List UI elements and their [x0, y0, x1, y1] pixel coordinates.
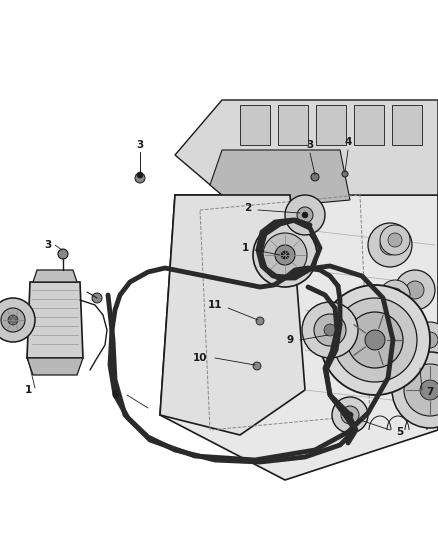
Polygon shape — [27, 282, 83, 358]
Circle shape — [135, 173, 145, 183]
Circle shape — [380, 235, 400, 255]
Text: 11: 11 — [208, 300, 222, 310]
Polygon shape — [354, 105, 384, 145]
Text: 6: 6 — [111, 390, 119, 400]
Circle shape — [422, 332, 438, 348]
Circle shape — [368, 223, 412, 267]
Polygon shape — [316, 105, 346, 145]
Circle shape — [253, 362, 261, 370]
Circle shape — [380, 335, 410, 365]
Circle shape — [297, 207, 313, 223]
Circle shape — [59, 250, 67, 258]
Circle shape — [395, 270, 435, 310]
Circle shape — [256, 317, 264, 325]
Text: 2: 2 — [244, 203, 251, 213]
Polygon shape — [278, 105, 308, 145]
Text: 3: 3 — [44, 240, 52, 250]
Polygon shape — [27, 358, 83, 375]
Circle shape — [342, 171, 348, 177]
Text: 3: 3 — [136, 140, 144, 150]
Polygon shape — [392, 105, 422, 145]
Circle shape — [333, 298, 417, 382]
Text: 1: 1 — [241, 243, 249, 253]
Circle shape — [412, 322, 438, 358]
Circle shape — [347, 412, 353, 418]
Circle shape — [380, 280, 410, 310]
Circle shape — [380, 225, 410, 255]
Circle shape — [92, 293, 102, 303]
Circle shape — [392, 352, 438, 428]
Polygon shape — [240, 105, 270, 145]
Text: 9: 9 — [286, 335, 293, 345]
Circle shape — [388, 343, 402, 357]
Text: 10: 10 — [193, 353, 207, 363]
Circle shape — [341, 406, 359, 424]
Circle shape — [347, 312, 403, 368]
Polygon shape — [210, 150, 350, 210]
Circle shape — [281, 251, 289, 259]
Circle shape — [320, 285, 430, 395]
Circle shape — [285, 195, 325, 235]
Circle shape — [406, 281, 424, 299]
Text: 1: 1 — [25, 385, 32, 395]
Text: 5: 5 — [396, 427, 404, 437]
Circle shape — [302, 212, 308, 218]
Circle shape — [137, 172, 143, 178]
Circle shape — [388, 233, 402, 247]
Circle shape — [388, 288, 402, 302]
Circle shape — [365, 330, 385, 350]
Circle shape — [420, 380, 438, 400]
Polygon shape — [160, 195, 438, 480]
Circle shape — [324, 324, 336, 336]
Circle shape — [263, 233, 307, 277]
Circle shape — [275, 245, 295, 265]
Text: 3: 3 — [306, 140, 314, 150]
Circle shape — [1, 308, 25, 332]
Polygon shape — [33, 270, 77, 282]
Circle shape — [404, 364, 438, 416]
Circle shape — [8, 315, 18, 325]
Circle shape — [302, 302, 358, 358]
Circle shape — [311, 173, 319, 181]
Text: 7: 7 — [426, 387, 434, 397]
Circle shape — [314, 314, 346, 346]
Circle shape — [0, 298, 35, 342]
Polygon shape — [160, 195, 305, 435]
Circle shape — [253, 223, 317, 287]
Circle shape — [58, 249, 68, 259]
Text: 4: 4 — [344, 137, 352, 147]
Circle shape — [332, 397, 368, 433]
Polygon shape — [175, 100, 438, 195]
